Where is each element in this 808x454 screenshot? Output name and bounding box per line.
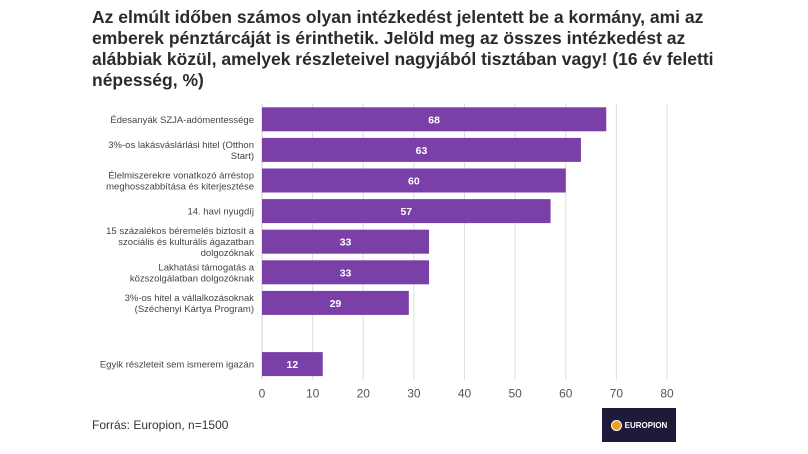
category-label: dolgozóknak [201,248,255,259]
logo-text: EUROPION [624,420,668,430]
bar [262,107,607,132]
data-label: 33 [340,267,352,279]
x-tick-label: 50 [508,386,522,400]
category-label: Lakhatási támogatás a [158,262,254,273]
data-label: 57 [400,206,412,218]
category-label: Élelmiszerekre vonatkozó árréstop [108,171,254,182]
bar [262,168,566,193]
data-label: 60 [408,176,420,188]
category-label: Egyik részleteit sem ismerem igazán [100,360,254,371]
category-label: 14. havi nyugdíj [187,207,254,218]
category-label: (Széchenyi Kártya Program) [135,304,254,315]
bar [262,260,430,285]
source-note: Forrás: Europion, n=1500 [92,418,229,432]
x-tick-label: 60 [559,386,573,400]
category-label: 3%-os hitel a vállalkozásoknak [125,293,255,304]
data-label: 33 [340,237,352,249]
x-tick-label: 80 [660,386,674,400]
x-tick-label: 0 [259,386,266,400]
bar [262,352,323,377]
bar [262,137,581,162]
x-tick-label: 10 [306,386,320,400]
data-label: 68 [428,114,440,126]
category-label: 15 százalékos béremelés biztosít a [106,226,255,237]
bar [262,229,430,254]
data-label: 29 [330,298,342,310]
category-label: meghosszabbítása és kiterjesztése [106,182,254,193]
data-label: 12 [287,359,299,371]
x-tick-label: 30 [407,386,421,400]
bar [262,199,551,224]
data-label: 63 [416,145,428,157]
category-label: 3%-os lakásváslárlási hitel (Otthon [108,140,254,151]
category-label: Édesanyák SZJA-adómentessége [110,115,254,126]
x-tick-label: 40 [458,386,472,400]
x-tick-label: 20 [357,386,371,400]
bar [262,290,409,315]
chart-title: Az elmúlt időben számos olyan intézkedés… [92,7,714,90]
category-label: Start) [231,151,254,162]
category-label: szociális és kulturális ágazatban [118,237,254,248]
europion-logo: EUROPION [602,408,676,442]
category-label: közszolgálatban dolgozóknak [130,273,254,284]
x-tick-label: 70 [610,386,624,400]
logo-icon [610,419,622,431]
